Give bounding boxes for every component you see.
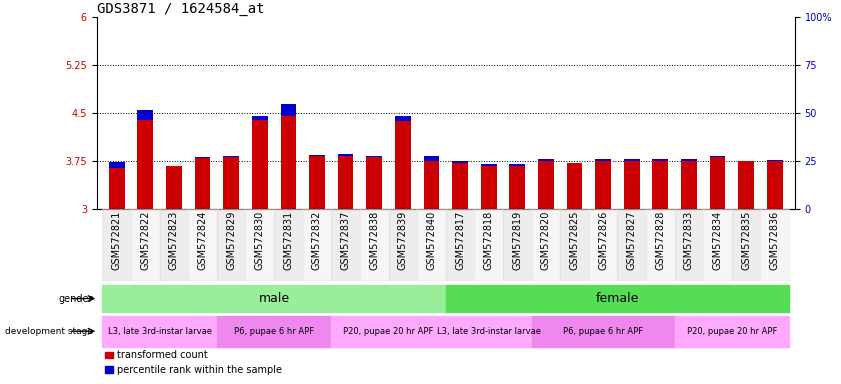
- Bar: [452, 161, 468, 163]
- Bar: [309, 155, 325, 209]
- Bar: [767, 160, 783, 161]
- Text: GSM572833: GSM572833: [684, 211, 694, 270]
- Text: GSM572835: GSM572835: [741, 211, 751, 270]
- Bar: [252, 116, 267, 209]
- Bar: [108, 168, 124, 209]
- Text: GSM572820: GSM572820: [541, 211, 551, 270]
- Bar: [108, 162, 124, 168]
- Bar: [367, 156, 382, 157]
- Legend: transformed count, percentile rank within the sample: transformed count, percentile rank withi…: [102, 346, 286, 379]
- Bar: [510, 166, 525, 209]
- Text: GSM572839: GSM572839: [398, 211, 408, 270]
- Text: gender: gender: [58, 293, 93, 304]
- Bar: [653, 159, 668, 161]
- Text: P20, pupae 20 hr APF: P20, pupae 20 hr APF: [686, 327, 777, 336]
- Bar: [595, 159, 611, 161]
- Bar: [538, 159, 553, 209]
- Text: GSM572828: GSM572828: [655, 211, 665, 270]
- Text: GSM572819: GSM572819: [512, 211, 522, 270]
- Bar: [710, 156, 726, 209]
- Bar: [281, 104, 296, 116]
- Bar: [137, 110, 153, 120]
- Text: P20, pupae 20 hr APF: P20, pupae 20 hr APF: [343, 327, 434, 336]
- Text: GSM572826: GSM572826: [598, 211, 608, 270]
- Bar: [338, 154, 353, 156]
- Bar: [309, 155, 325, 156]
- Bar: [710, 156, 726, 157]
- Text: GSM572825: GSM572825: [569, 211, 579, 270]
- Bar: [224, 157, 239, 209]
- Bar: [452, 163, 468, 209]
- Bar: [624, 159, 639, 209]
- Bar: [653, 159, 668, 209]
- Text: GSM572823: GSM572823: [169, 211, 179, 270]
- Text: GSM572838: GSM572838: [369, 211, 379, 270]
- Text: GSM572827: GSM572827: [627, 211, 637, 270]
- Text: GSM572824: GSM572824: [198, 211, 208, 270]
- Bar: [681, 159, 696, 161]
- Text: L3, late 3rd-instar larvae: L3, late 3rd-instar larvae: [436, 327, 541, 336]
- Text: P6, pupae 6 hr APF: P6, pupae 6 hr APF: [234, 327, 315, 336]
- Bar: [767, 161, 783, 209]
- Bar: [510, 164, 525, 166]
- Text: male: male: [258, 292, 289, 305]
- Bar: [395, 116, 410, 121]
- Bar: [195, 157, 210, 158]
- Text: female: female: [595, 292, 639, 305]
- Text: GSM572832: GSM572832: [312, 211, 322, 270]
- Text: L3, late 3rd-instar larvae: L3, late 3rd-instar larvae: [108, 327, 212, 336]
- Bar: [424, 161, 439, 209]
- Bar: [166, 166, 182, 209]
- Text: GSM572829: GSM572829: [226, 211, 236, 270]
- Bar: [681, 159, 696, 209]
- Bar: [195, 158, 210, 209]
- Bar: [224, 156, 239, 157]
- Text: GSM572818: GSM572818: [484, 211, 494, 270]
- Text: GSM572822: GSM572822: [140, 211, 151, 270]
- Bar: [738, 161, 754, 209]
- Text: GSM572831: GSM572831: [283, 211, 294, 270]
- Bar: [137, 110, 153, 209]
- Text: GSM572840: GSM572840: [426, 211, 436, 270]
- Bar: [595, 159, 611, 209]
- Bar: [481, 164, 496, 166]
- Bar: [624, 159, 639, 161]
- Bar: [538, 159, 553, 161]
- Bar: [367, 157, 382, 209]
- Text: GSM572836: GSM572836: [770, 211, 780, 270]
- Text: GSM572834: GSM572834: [712, 211, 722, 270]
- Bar: [481, 166, 496, 209]
- Text: GSM572837: GSM572837: [341, 211, 351, 270]
- Bar: [338, 154, 353, 209]
- Text: GDS3871 / 1624584_at: GDS3871 / 1624584_at: [97, 2, 264, 16]
- Text: GSM572821: GSM572821: [112, 211, 122, 270]
- Bar: [395, 116, 410, 209]
- Bar: [424, 156, 439, 161]
- Bar: [252, 116, 267, 120]
- Text: GSM572830: GSM572830: [255, 211, 265, 270]
- Bar: [281, 104, 296, 209]
- Text: development stage: development stage: [4, 327, 93, 336]
- Text: P6, pupae 6 hr APF: P6, pupae 6 hr APF: [563, 327, 643, 336]
- Text: GSM572817: GSM572817: [455, 211, 465, 270]
- Bar: [567, 163, 582, 209]
